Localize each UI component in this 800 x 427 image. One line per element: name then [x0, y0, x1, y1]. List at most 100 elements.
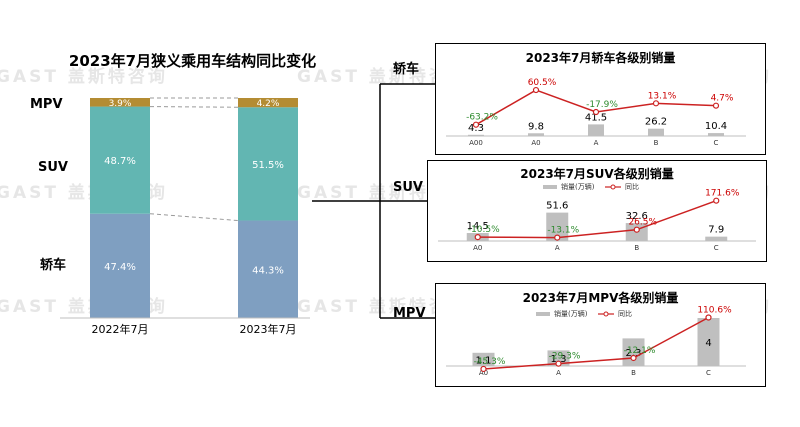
x-tick-label: C — [714, 244, 719, 252]
data-label-sales: 9.8 — [528, 121, 544, 132]
panel-mpv: 2023年7月MPV各级别销量 销量(万辆) 同比 A0 1.1 A 1.3 B 2.3 C 4 -… — [435, 283, 766, 387]
data-label-yoy: -10.5% — [468, 225, 500, 235]
bar-sales — [705, 236, 728, 241]
bar-sales — [588, 124, 604, 136]
data-label-yoy: -45.3% — [474, 357, 506, 367]
bar-sales — [528, 133, 544, 136]
panel-suv-title: 2023年7月SUV各级别销量 — [520, 167, 674, 181]
yoy-marker — [555, 360, 562, 367]
x-tick-label: C — [714, 139, 719, 147]
bracket-label-mpv: MPV — [393, 306, 426, 321]
data-label-yoy: 26.5% — [628, 218, 657, 228]
bar-sales — [468, 134, 484, 136]
data-label-yoy: -17.9% — [586, 100, 618, 110]
data-label-yoy: -63.2% — [466, 113, 498, 123]
data-label: 51.5% — [252, 160, 284, 171]
data-label-yoy: 13.1% — [648, 91, 677, 101]
panel-suv: 2023年7月SUV各级别销量 销量(万辆) 同比 A0 14.5 A 51.6 B 32.6… — [427, 160, 767, 262]
data-label-sales: 14.5 — [467, 221, 489, 232]
data-label-yoy: -12.1% — [624, 346, 656, 356]
yoy-marker — [630, 354, 637, 362]
data-label-sales: 1.1 — [476, 355, 492, 366]
data-label-sales: 26.2 — [645, 117, 667, 128]
data-label-sales: 1.3 — [551, 354, 567, 365]
yoy-line — [477, 199, 717, 239]
series-label-mpv: MPV — [30, 97, 63, 112]
yoy-line — [483, 316, 709, 370]
watermark: GAST 盖斯特咨询 — [0, 67, 168, 87]
data-label-sales: 51.6 — [546, 201, 568, 212]
legend-swatch-sales — [543, 185, 557, 189]
x-tick-label: B — [634, 244, 639, 252]
x-tick-label: C — [706, 369, 711, 377]
bar-mpv — [238, 98, 298, 108]
legend-label-yoy: 同比 — [625, 182, 639, 191]
data-label-yoy: -13.1% — [547, 226, 579, 236]
data-label: 48.7% — [104, 156, 136, 167]
bar-sales — [648, 128, 664, 136]
data-label: 44.3% — [252, 265, 284, 276]
data-label-sales: 10.4 — [705, 121, 727, 132]
legend-label-sales: 销量(万辆) — [554, 309, 588, 318]
data-label: 4.2% — [257, 99, 280, 109]
bar-suv — [238, 107, 298, 221]
data-label: 3.9% — [109, 99, 132, 109]
dashed-connector — [149, 106, 239, 108]
x-tick-label: 2022年7月 — [92, 322, 149, 336]
x-tick-label: B — [654, 139, 659, 147]
x-tick-label: A0 — [531, 139, 540, 147]
series-label-suv: SUV — [38, 160, 68, 175]
data-label: 47.4% — [104, 262, 136, 273]
x-tick-label: A0 — [479, 369, 488, 377]
yoy-marker — [532, 86, 540, 94]
legend-marker-yoy — [610, 184, 616, 190]
yoy-marker — [713, 197, 720, 204]
panel-sedan: 2023年7月轿车各级别销量 A00 4.3 A0 9.8 A 41.5 B 26.2 C 10.… — [435, 43, 766, 155]
yoy-marker — [554, 234, 561, 241]
bracket-label-suv: SUV — [393, 180, 423, 195]
bar-sedan — [90, 213, 150, 318]
yoy-marker — [474, 233, 481, 241]
legend-label-sales: 销量(万辆) — [561, 182, 595, 191]
x-tick-label: A — [594, 139, 599, 147]
suv-chart: 销量(万辆) 同比 A0 14.5 A 51.6 B 32.6 C 7.9 -10.5% -13.1%… — [438, 182, 756, 252]
bar-sales — [547, 350, 570, 366]
data-label-yoy: 60.5% — [528, 78, 557, 88]
bar-sedan — [238, 220, 298, 318]
panel-sedan-title: 2023年7月轿车各级别销量 — [525, 51, 676, 65]
legend-label-yoy: 同比 — [618, 309, 632, 318]
yoy-marker — [480, 365, 487, 373]
x-tick-label: 2023年7月 — [240, 322, 297, 336]
stacked-bar-chart: 47.4% 48.7% 3.9% 2022年7月 44.3% 51.5% 4.2% 2023年… — [60, 97, 310, 336]
data-label-sales: 4.3 — [468, 123, 484, 134]
bar-suv — [90, 106, 150, 214]
yoy-marker — [652, 100, 660, 107]
data-label-sales: 41.5 — [585, 112, 607, 123]
watermark: GAST 盖斯特咨询 — [297, 67, 469, 87]
bar-sales — [708, 133, 724, 136]
bar-mpv — [90, 98, 150, 107]
bar-sales — [472, 352, 495, 366]
mpv-chart: 销量(万辆) 同比 A0 1.1 A 1.3 B 2.3 C 4 -45.3% -29.3% -12.1… — [446, 306, 746, 377]
bracket-label-sedan: 轿车 — [393, 62, 420, 77]
x-tick-label: A0 — [473, 244, 482, 252]
legend-swatch-sales — [536, 312, 550, 316]
yoy-marker — [592, 108, 600, 116]
data-label-yoy: -29.3% — [549, 352, 581, 362]
yoy-marker — [472, 121, 480, 128]
bar-sales — [546, 212, 569, 241]
data-label-yoy: 110.6% — [697, 306, 732, 316]
legend-marker-yoy — [603, 311, 609, 317]
sedan-chart: A00 4.3 A0 9.8 A 41.5 B 26.2 C 10.4 -63.2% 60.5% -17… — [446, 78, 746, 147]
x-tick-label: A — [556, 369, 561, 377]
yoy-marker — [712, 102, 720, 109]
series-label-sedan: 轿车 — [40, 258, 67, 273]
x-tick-label: A00 — [469, 139, 483, 147]
bar-sales — [697, 318, 720, 366]
data-label-sales: 32.6 — [626, 211, 648, 222]
main-chart-title: 2023年7月狭义乘用车结构同比变化 — [68, 52, 317, 70]
data-label-sales: 4 — [705, 338, 711, 349]
x-tick-label: B — [631, 369, 636, 377]
data-label-yoy: 171.6% — [705, 189, 740, 199]
